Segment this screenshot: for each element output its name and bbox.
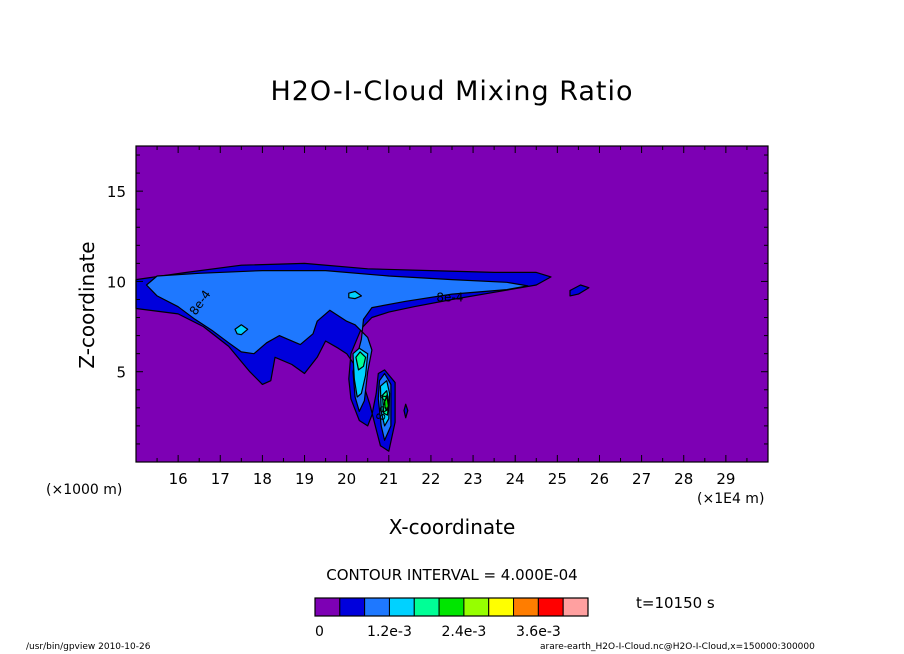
colorbar-swatch bbox=[488, 597, 515, 617]
x-tick-label: 22 bbox=[421, 470, 440, 488]
colorbar-swatch bbox=[537, 597, 564, 617]
chart-title: H2O-I-Cloud Mixing Ratio bbox=[270, 76, 634, 107]
contour-region-2 bbox=[403, 403, 409, 419]
x-axis-unit-left: (×1000 m) bbox=[46, 482, 123, 498]
x-tick-label: 25 bbox=[548, 470, 567, 488]
colorbar-tick-label: 2.4e-3 bbox=[441, 624, 486, 640]
x-tick-label: 16 bbox=[169, 470, 188, 488]
contour-region-1 bbox=[569, 284, 590, 297]
x-tick-label: 24 bbox=[506, 470, 525, 488]
contour-region-6 bbox=[348, 290, 362, 300]
x-axis-unit-right: (×1E4 m) bbox=[697, 491, 765, 507]
x-tick-label: 29 bbox=[716, 470, 735, 488]
x-tick-label: 20 bbox=[337, 470, 356, 488]
x-tick-label: 19 bbox=[295, 470, 314, 488]
plot-area: 8e-48e-48e-416 17 18 19 20 21 22 23 24 25 26 27 28 29… bbox=[107, 145, 769, 488]
contour-region-5 bbox=[234, 324, 249, 336]
y-tick-label: 15 bbox=[107, 183, 126, 201]
colorbar-swatch bbox=[364, 597, 390, 617]
colorbar-swatch bbox=[413, 597, 440, 617]
x-tick-label: 28 bbox=[674, 470, 693, 488]
x-tick-label: 18 bbox=[253, 470, 272, 488]
x-tick-label: 17 bbox=[211, 470, 230, 488]
colorbar-tick-label: 0 bbox=[315, 624, 324, 640]
x-tick-label: 21 bbox=[379, 470, 398, 488]
colorbar-swatch bbox=[562, 597, 589, 617]
colorbar-frame bbox=[314, 597, 589, 617]
contour-region-3 bbox=[145, 270, 529, 412]
colorbar-swatch bbox=[314, 597, 341, 617]
colorbar-swatch bbox=[513, 597, 539, 617]
footer-source: arare-earth_H2O-I-Cloud.nc@H2O-I-Cloud,x… bbox=[540, 642, 815, 652]
y-axis-label: Z-coordinate bbox=[75, 241, 99, 369]
x-tick-label: 27 bbox=[632, 470, 651, 488]
colorbar-tick-label: 3.6e-3 bbox=[516, 624, 561, 640]
colorbar-swatch bbox=[388, 597, 415, 617]
y-tick-label: 10 bbox=[107, 273, 126, 291]
contour-interval-label: CONTOUR INTERVAL = 4.000E-04 bbox=[326, 566, 578, 584]
x-tick-label: 23 bbox=[464, 470, 483, 488]
y-tick-label: 5 bbox=[116, 364, 126, 382]
time-label: t=10150 s bbox=[636, 594, 715, 612]
colorbar-tick-label: 1.2e-3 bbox=[367, 624, 412, 640]
footer-program-date: /usr/bin/gpview 2010-10-26 bbox=[26, 642, 151, 652]
contour-label: 8e-4 bbox=[374, 393, 392, 422]
x-axis-label: X-coordinate bbox=[388, 515, 516, 539]
contour-region-11 bbox=[384, 396, 389, 412]
contour-region-9 bbox=[355, 351, 367, 371]
colorbar-swatch bbox=[438, 597, 465, 617]
contour-label: 8e-4 bbox=[436, 290, 463, 304]
x-tick-label: 26 bbox=[590, 470, 609, 488]
colorbar-swatch bbox=[463, 597, 490, 617]
colorbar: 0 1.2e-3 2.4e-3 3.6e-3 bbox=[314, 597, 589, 640]
colorbar-swatch bbox=[339, 597, 366, 617]
